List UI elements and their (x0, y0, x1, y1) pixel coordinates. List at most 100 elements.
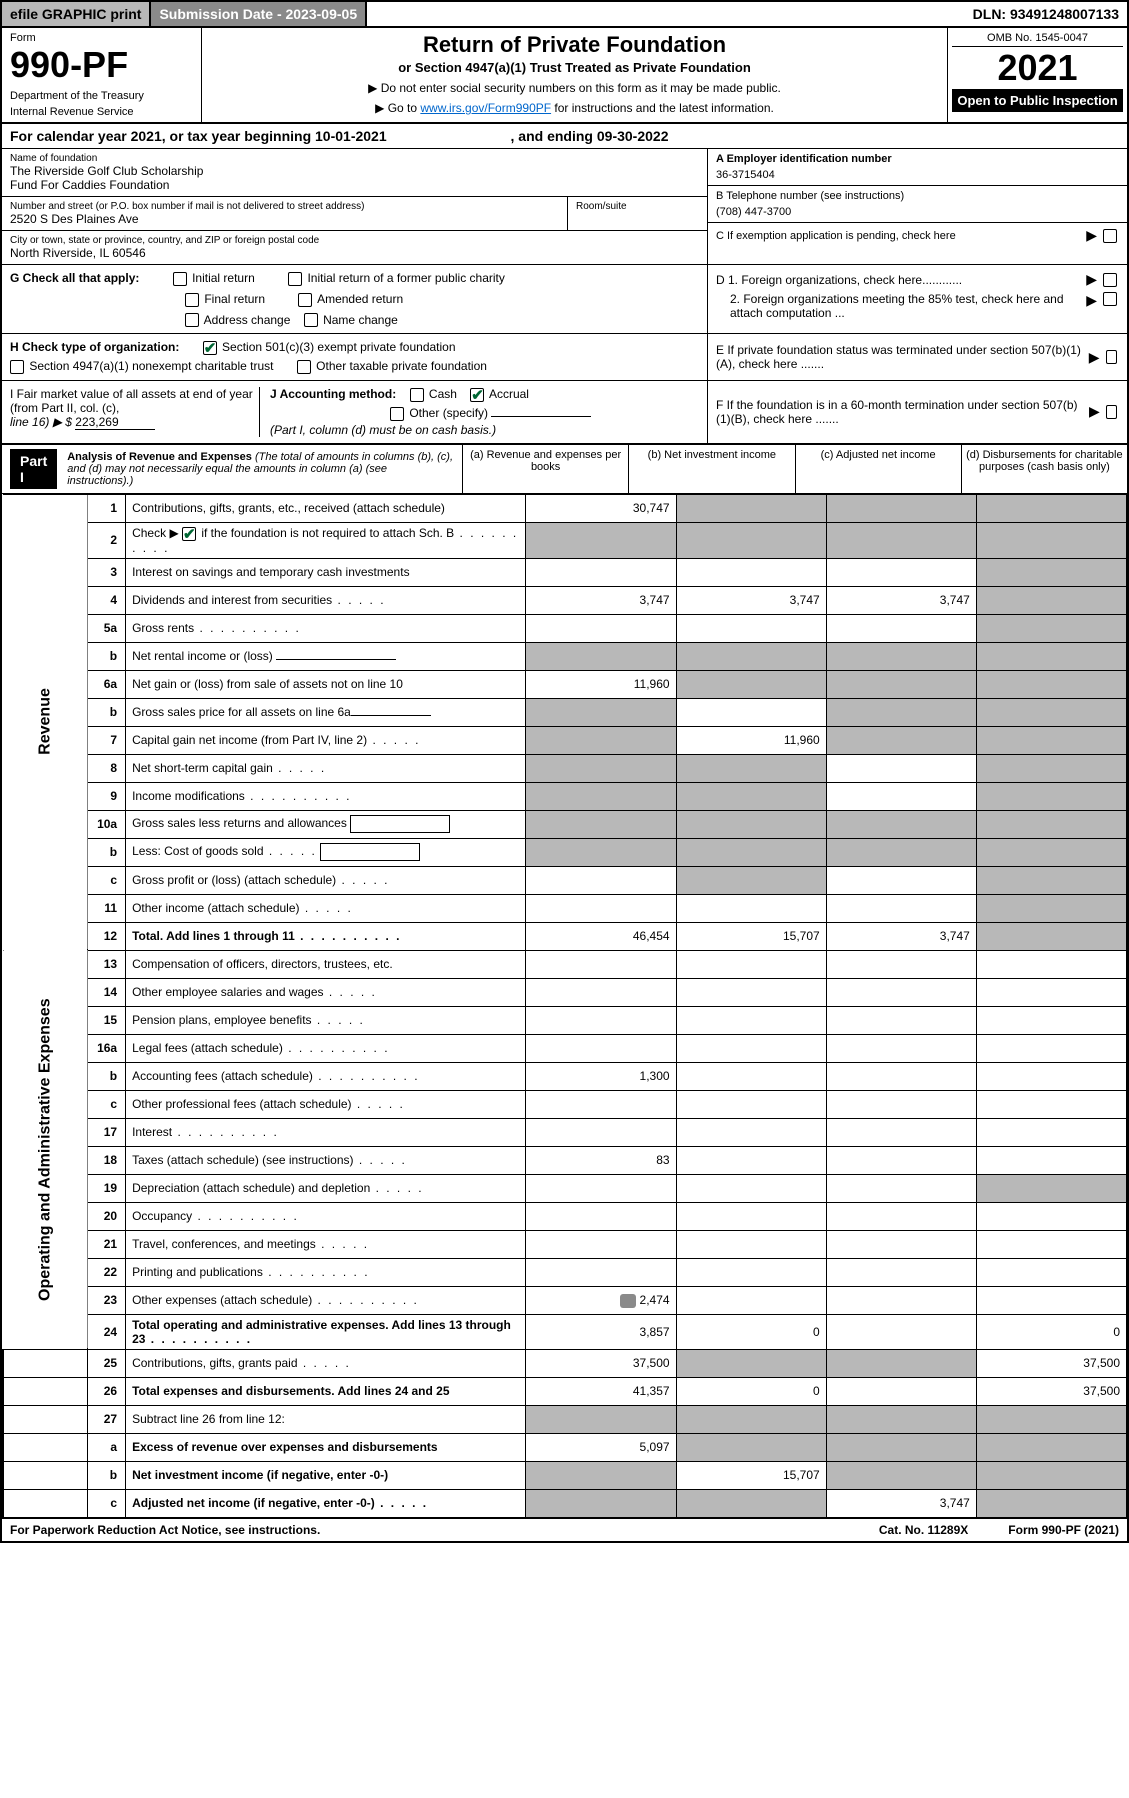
col-d (976, 726, 1126, 754)
table-row: Operating and Administrative Expenses 13… (3, 950, 1127, 978)
part1-header: Part I Analysis of Revenue and Expenses … (0, 445, 1129, 494)
line-desc: Contributions, gifts, grants, etc., rece… (126, 494, 526, 522)
lineno: b (88, 642, 126, 670)
col-c: 3,747 (826, 922, 976, 950)
col-a (526, 522, 676, 558)
line-desc: Net short-term capital gain (126, 754, 526, 782)
col-d (976, 670, 1126, 698)
col-c (826, 726, 976, 754)
l16b-text: Accounting fees (attach schedule) (132, 1069, 313, 1083)
part1-title: Analysis of Revenue and Expenses (67, 451, 252, 463)
irs-link[interactable]: www.irs.gov/Form990PF (420, 101, 551, 115)
line-desc: Net rental income or (loss) (126, 642, 526, 670)
col-b: 0 (676, 1377, 826, 1405)
l6b-field[interactable] (351, 715, 431, 716)
l10b-box[interactable] (320, 843, 420, 861)
table-row: 11 Other income (attach schedule) (3, 894, 1127, 922)
goto-post: for instructions and the latest informat… (551, 101, 774, 115)
i-value: 223,269 (75, 415, 155, 430)
l10b-text: Less: Cost of goods sold (132, 844, 263, 858)
table-row: 26Total expenses and disbursements. Add … (3, 1377, 1127, 1405)
col-a (526, 782, 676, 810)
address-change-checkbox[interactable] (185, 313, 199, 327)
foundation-name-1: The Riverside Golf Club Scholarship (10, 164, 699, 178)
initial-former-checkbox[interactable] (288, 272, 302, 286)
cal-begin: 10-01-2021 (315, 128, 387, 144)
lineno: 1 (88, 494, 126, 522)
col-b (676, 754, 826, 782)
col-c (826, 1062, 976, 1090)
line-desc: Legal fees (attach schedule) (126, 1034, 526, 1062)
table-row: b Less: Cost of goods sold (3, 838, 1127, 866)
col-c (826, 782, 976, 810)
i-j-f-block: I Fair market value of all assets at end… (0, 381, 1129, 445)
initial-return-checkbox[interactable] (173, 272, 187, 286)
col-b (676, 978, 826, 1006)
col-d (976, 1433, 1126, 1461)
line-desc: Depreciation (attach schedule) and deple… (126, 1174, 526, 1202)
expenses-side-label: Operating and Administrative Expenses (3, 950, 88, 1349)
col-a (526, 978, 676, 1006)
accrual-checkbox[interactable] (470, 388, 484, 402)
amended-return-checkbox[interactable] (298, 293, 312, 307)
lineno: 16a (88, 1034, 126, 1062)
col-b (676, 1258, 826, 1286)
col-c (826, 1377, 976, 1405)
col-a (526, 1174, 676, 1202)
line-desc: Subtract line 26 from line 12: (126, 1405, 526, 1433)
col-c (826, 698, 976, 726)
l10a-box[interactable] (350, 815, 450, 833)
col-a (526, 810, 676, 838)
other-specify-field[interactable] (491, 416, 591, 417)
table-row: cOther professional fees (attach schedul… (3, 1090, 1127, 1118)
col-a (526, 1090, 676, 1118)
col-a (526, 1230, 676, 1258)
other-method-checkbox[interactable] (390, 407, 404, 421)
f-checkbox[interactable] (1106, 405, 1117, 419)
col-c (826, 1146, 976, 1174)
name-change-checkbox[interactable] (304, 313, 318, 327)
l10c-text: Gross profit or (loss) (attach schedule) (132, 873, 336, 887)
table-row: aExcess of revenue over expenses and dis… (3, 1433, 1127, 1461)
cal-pre: For calendar year 2021, or tax year begi… (10, 128, 315, 144)
d2-checkbox[interactable] (1103, 292, 1117, 306)
attach-icon[interactable] (620, 1294, 636, 1308)
col-d (976, 1174, 1126, 1202)
col-d (976, 1489, 1126, 1517)
lineno: 6a (88, 670, 126, 698)
table-row: 27Subtract line 26 from line 12: (3, 1405, 1127, 1433)
e-checkbox[interactable] (1106, 350, 1117, 364)
exemption-pending-checkbox[interactable] (1103, 229, 1117, 243)
col-d (976, 922, 1126, 950)
foundation-name-2: Fund For Caddies Foundation (10, 178, 699, 192)
tax-year: 2021 (952, 47, 1123, 89)
h-section: H Check type of organization: Section 50… (2, 334, 707, 380)
lineno: 8 (88, 754, 126, 782)
lineno: 25 (88, 1349, 126, 1377)
c3-checkbox[interactable] (203, 341, 217, 355)
spacer (3, 1461, 88, 1489)
col-d (976, 1062, 1126, 1090)
l18-text: Taxes (attach schedule) (see instruction… (132, 1153, 353, 1167)
d1-checkbox[interactable] (1103, 273, 1117, 287)
lineno: b (88, 1461, 126, 1489)
table-row: 22Printing and publications (3, 1258, 1127, 1286)
l10a-text: Gross sales less returns and allowances (132, 816, 347, 830)
col-d (976, 1090, 1126, 1118)
l5b-field[interactable] (276, 659, 396, 660)
sch-b-checkbox[interactable] (182, 527, 196, 541)
trust-checkbox[interactable] (10, 360, 24, 374)
cash-label: Cash (429, 387, 457, 401)
table-row: bNet investment income (if negative, ent… (3, 1461, 1127, 1489)
lineno: 10a (88, 810, 126, 838)
col-d (976, 810, 1126, 838)
col-b (676, 522, 826, 558)
j-label: J Accounting method: (270, 387, 396, 401)
arrow-icon: ▶ (1089, 403, 1100, 420)
other-tax-checkbox[interactable] (297, 360, 311, 374)
cash-checkbox[interactable] (410, 388, 424, 402)
col-b (676, 558, 826, 586)
final-return-checkbox[interactable] (185, 293, 199, 307)
col-c (826, 1034, 976, 1062)
col-a: 3,747 (526, 586, 676, 614)
